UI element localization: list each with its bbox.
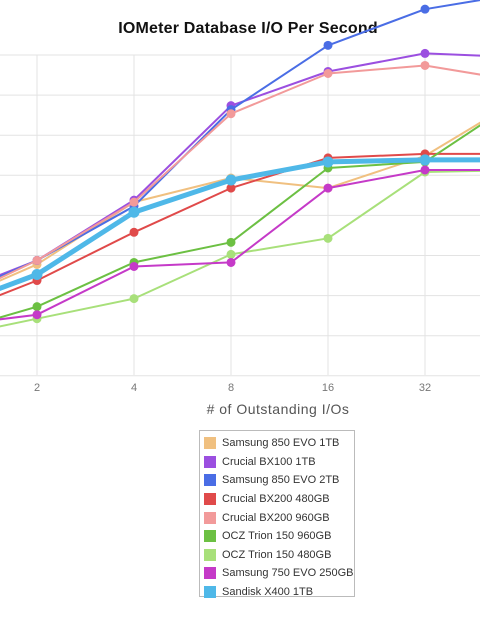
- data-point: [32, 310, 42, 320]
- data-point: [420, 165, 430, 175]
- legend-item: Crucial BX100 1TB: [204, 453, 354, 472]
- legend-label: Samsung 750 EVO 250GB: [222, 567, 354, 580]
- data-point: [420, 60, 430, 70]
- legend-label: OCZ Trion 150 960GB: [222, 530, 332, 543]
- legend-swatch: [204, 437, 216, 450]
- legend-swatch: [204, 493, 216, 506]
- legend-label: Samsung 850 EVO 1TB: [222, 437, 340, 450]
- legend-swatch: [204, 586, 216, 599]
- data-point: [31, 269, 43, 280]
- data-point: [419, 154, 431, 166]
- legend-swatch: [204, 511, 216, 524]
- series-line: [0, 121, 480, 282]
- series-line: [0, 0, 480, 278]
- data-point: [32, 255, 42, 265]
- legend-label: Samsung 850 EVO 2TB: [222, 474, 340, 487]
- series-samsung-850-evo-1tb: [0, 121, 480, 282]
- legend-item: OCZ Trion 150 960GB: [204, 527, 354, 546]
- x-axis-label: # of Outstanding I/Os: [206, 401, 350, 417]
- data-point: [226, 109, 236, 119]
- x-tick-label: 2: [34, 382, 40, 394]
- series-lines: [0, 0, 480, 328]
- legend-label: Crucial BX100 1TB: [222, 455, 316, 468]
- data-point: [323, 69, 333, 78]
- series-ocz-trion-150-960gb: [0, 124, 480, 319]
- data-point: [226, 183, 236, 193]
- chart-title: IOMeter Database I/O Per Second: [118, 20, 378, 37]
- data-point: [226, 257, 236, 267]
- x-tick-label: 4: [131, 382, 137, 394]
- data-point: [323, 40, 333, 50]
- legend-label: Crucial BX200 480GB: [222, 493, 330, 506]
- legend-label: OCZ Trion 150 480GB: [222, 548, 332, 561]
- data-point: [128, 206, 140, 218]
- data-point: [225, 174, 237, 186]
- x-tick-label: 16: [322, 382, 334, 394]
- legend-swatch: [204, 567, 216, 580]
- data-point: [129, 227, 139, 237]
- legend: Samsung 850 EVO 1TB Crucial BX100 1TB Sams…: [199, 430, 355, 599]
- legend-label: Crucial BX200 960GB: [222, 511, 330, 524]
- legend-swatch: [204, 455, 216, 468]
- data-point: [129, 294, 139, 304]
- legend-swatch: [204, 474, 216, 487]
- data-point: [32, 302, 42, 312]
- legend-label: Sandisk X400 1TB: [222, 586, 314, 599]
- legend-item: Crucial BX200 480GB: [204, 490, 354, 509]
- legend-item: Sandisk X400 1TB: [204, 583, 354, 602]
- legend-swatch: [204, 530, 216, 543]
- data-point: [323, 183, 333, 193]
- data-point: [226, 237, 236, 247]
- legend-item: Samsung 850 EVO 2TB: [204, 471, 354, 490]
- x-tick-label: 32: [419, 382, 431, 394]
- series-line: [0, 169, 480, 321]
- data-point: [420, 48, 430, 58]
- series-samsung-850-evo-2tb: [0, 0, 480, 278]
- data-point: [322, 156, 334, 168]
- data-point: [129, 261, 139, 271]
- x-tick-labels: 2 4 8 16 32: [34, 382, 431, 394]
- data-point: [226, 249, 236, 259]
- legend-item: OCZ Trion 150 480GB: [204, 546, 354, 565]
- data-point: [323, 233, 333, 243]
- legend-item: Crucial BX200 960GB: [204, 508, 354, 527]
- series-samsung-750-evo-250gb: [0, 165, 480, 321]
- legend-item: Samsung 750 EVO 250GB: [204, 564, 354, 583]
- series-sandisk-x400-1tb: [0, 154, 480, 291]
- data-point: [420, 4, 430, 14]
- line-chart-plot: 2 4 8 16 32: [0, 0, 480, 394]
- series-line: [0, 124, 480, 319]
- legend-item: Samsung 850 EVO 1TB: [204, 434, 354, 453]
- data-point: [129, 197, 139, 207]
- legend-swatch: [204, 548, 216, 561]
- series-crucial-bx200-960gb: [0, 60, 480, 280]
- x-tick-label: 8: [228, 382, 234, 394]
